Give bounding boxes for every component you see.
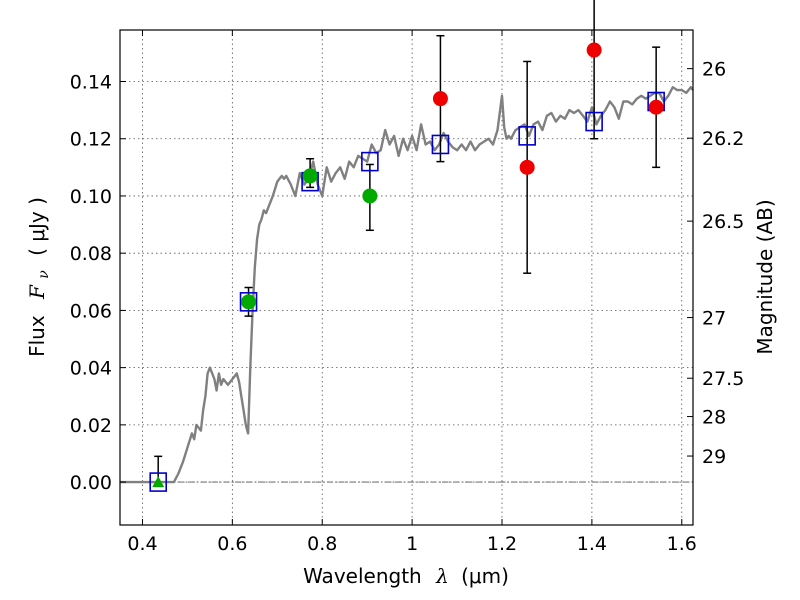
model-square-marker <box>149 472 167 492</box>
x-axis-label-symbol: λ <box>435 564 449 588</box>
x-tick-label: 1 <box>406 533 418 555</box>
mag-tick-label: 27 <box>702 308 726 330</box>
mag-tick-label: 29 <box>702 446 726 468</box>
x-tick-label: 0.4 <box>127 533 157 555</box>
y-tick-label: 0.12 <box>70 129 112 151</box>
x-axis-label: Wavelength λ (μm) <box>303 564 509 588</box>
observed-green-marker <box>362 188 378 204</box>
observed-red-marker <box>519 159 535 175</box>
upper-limit-triangle-marker <box>152 476 165 488</box>
y-tick-label: 0.04 <box>70 358 112 380</box>
model-square-marker <box>431 134 450 155</box>
x-tick-label: 1.4 <box>577 533 607 555</box>
y-tick-label: 0.08 <box>70 243 112 265</box>
mag-tick-label: 26.2 <box>702 128 744 150</box>
observed-green-marker <box>302 168 318 184</box>
y-tick-label: 0.10 <box>70 186 112 208</box>
template-spectrum-line <box>120 85 694 484</box>
y-tick-label: 0.00 <box>70 472 112 494</box>
x-axis-label-unit: (μm) <box>461 564 509 588</box>
x-tick-label: 0.6 <box>217 533 247 555</box>
model-square-marker <box>361 151 379 172</box>
observed-red-marker <box>586 42 602 58</box>
y2-axis-label: Magnitude (AB) <box>753 199 777 354</box>
observed-green-marker <box>241 294 257 310</box>
plot-area <box>120 0 694 492</box>
y-axis-label-text: Flux <box>25 315 49 357</box>
observed-red-marker <box>648 99 664 115</box>
model-square-marker <box>585 111 603 132</box>
x-tick-label: 1.2 <box>487 533 517 555</box>
y-axis-label-unit: ( μJy ) <box>25 197 49 256</box>
x-axis-label-text: Wavelength <box>303 564 422 588</box>
y-tick-label: 0.02 <box>70 415 112 437</box>
y-axis-label-sub: ν <box>36 270 52 279</box>
axis-ticks: 0.4 0.6 0.8 1 1.2 1.4 1.6 0.00 0.02 0.04 0.06 0.08 0… <box>70 30 744 555</box>
y-tick-label: 0.14 <box>70 72 112 94</box>
plot-frame <box>119 29 694 526</box>
y-axis-label: Flux F ν ( μJy ) <box>25 197 53 357</box>
y-tick-label: 0.06 <box>70 300 112 322</box>
model-square-marker <box>518 126 536 146</box>
x-tick-label: 1.6 <box>667 533 697 555</box>
mag-tick-label: 28 <box>702 407 726 429</box>
x-tick-label: 0.8 <box>307 533 337 555</box>
observed-red-marker <box>432 91 448 107</box>
grid-lines <box>120 30 693 525</box>
y-axis-label-symbol: F <box>25 284 49 300</box>
mag-tick-label: 27.5 <box>702 368 744 390</box>
model-square-marker <box>239 292 258 312</box>
mag-tick-label: 26 <box>702 59 726 81</box>
mag-tick-label: 26.5 <box>702 211 744 233</box>
